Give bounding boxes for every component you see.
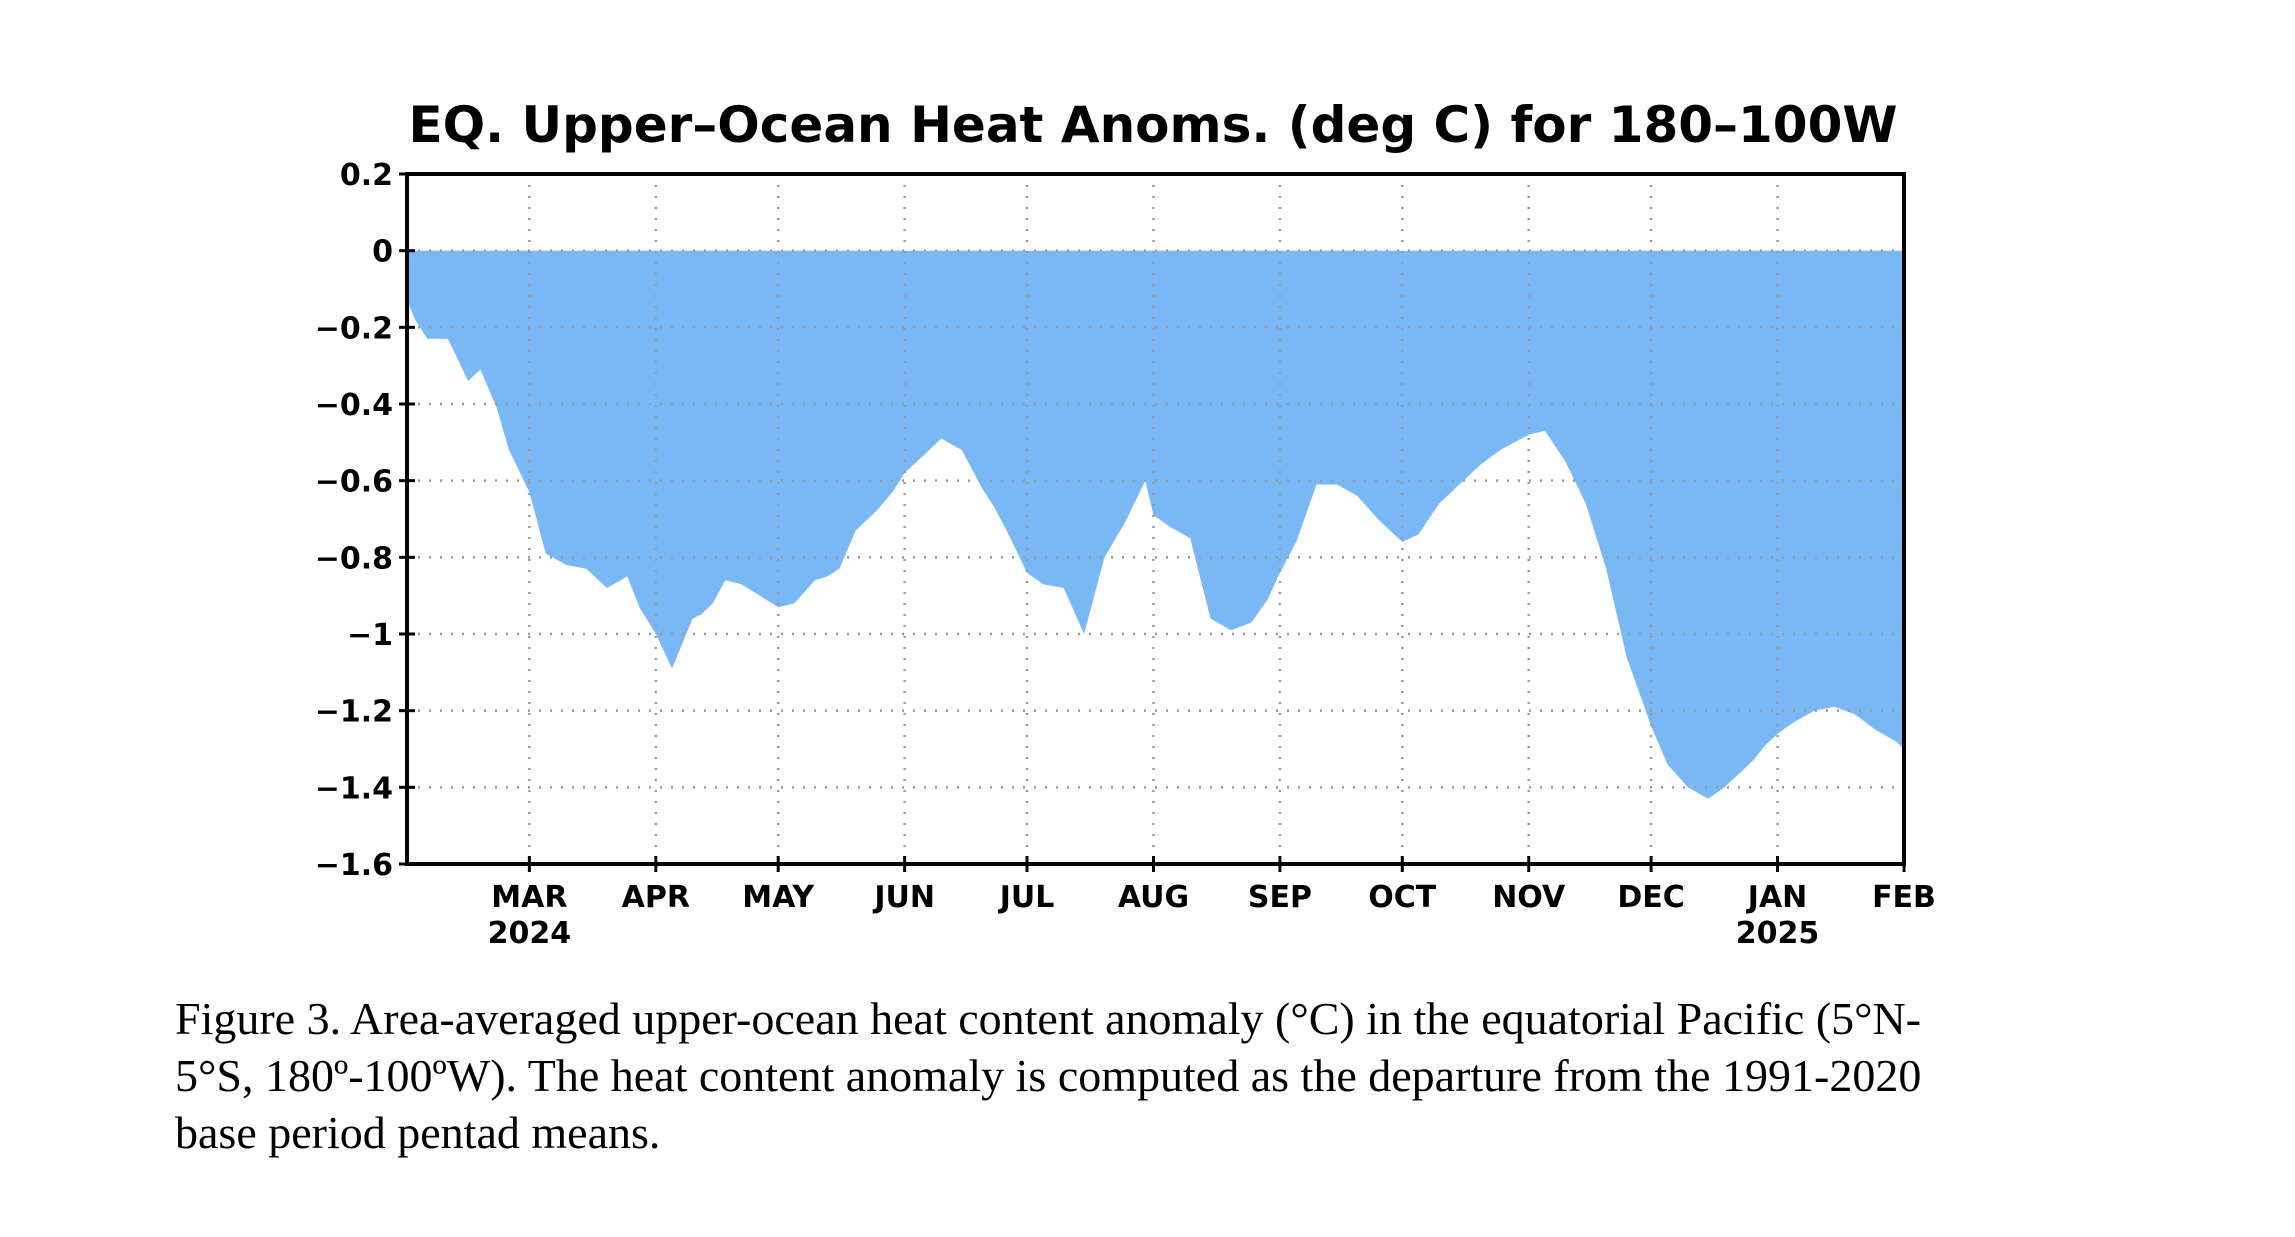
y-tick-label: 0 [372,235,393,270]
x-tick-label-month: DEC [1617,880,1684,915]
y-tick-label: −1.2 [315,695,393,730]
y-tick-label: −0.6 [315,465,393,500]
y-tick-label: −1.4 [315,771,393,806]
x-tick-label-year: 2024 [488,916,572,951]
y-tick-label: −1.6 [315,848,393,883]
x-tick-label-month: NOV [1492,880,1566,915]
caption-line-1: Figure 3. Area-averaged upper-ocean heat… [175,993,1922,1044]
anomaly-area-0 [407,250,1904,799]
plot-frame [405,172,1906,866]
figure-caption: Figure 3. Area-averaged upper-ocean heat… [175,990,2135,1161]
x-tick-label-month: MAY [742,880,815,915]
fill-layer [407,250,1904,799]
y-tick-label: −0.8 [315,541,393,576]
x-tick-label-year: 2025 [1736,916,1820,951]
x-tick-label-month: AUG [1118,880,1189,915]
chart-title: EQ. Upper–Ocean Heat Anoms. (deg C) for … [408,96,1897,154]
caption-line-2: 5°S, 180º-100ºW). The heat content anoma… [175,1050,1922,1101]
y-tick-label: −0.4 [315,388,393,423]
grid-layer [407,174,1904,864]
y-tick-label: −0.2 [315,311,393,346]
x-tick-label-month: JUL [998,880,1055,915]
x-tick-label-month: JAN [1746,880,1808,915]
axis-layer [399,172,1906,872]
x-tick-label-month: APR [622,880,690,915]
y-tick-labels: 0.2 0 −0.2 −0.4 −0.6 −0.8 −1 −1.2 −1.4 −1.6 [315,158,393,883]
y-tick-label: 0.2 [340,158,393,193]
x-tick-label-month: JUN [872,880,935,915]
x-tick-label-month: FEB [1872,880,1936,915]
x-tick-label-month: OCT [1368,880,1437,915]
caption-line-3: base period pentad means. [175,1107,661,1158]
y-tick-label: −1 [347,618,393,653]
x-tick-label-month: SEP [1248,880,1312,915]
x-tick-label-month: MAR [491,880,567,915]
